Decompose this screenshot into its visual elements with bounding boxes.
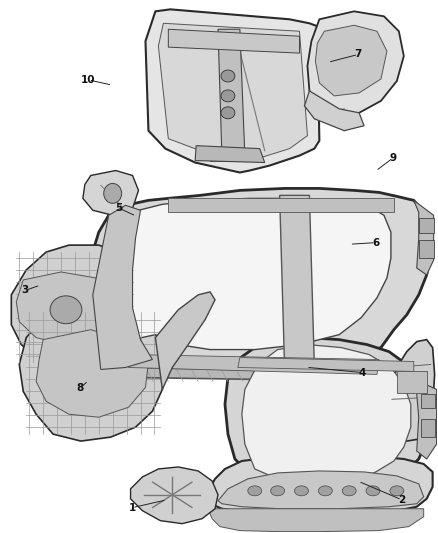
Text: 3: 3 xyxy=(22,285,29,295)
Bar xyxy=(419,218,434,233)
Polygon shape xyxy=(19,305,165,441)
Polygon shape xyxy=(11,245,141,367)
Text: 8: 8 xyxy=(76,383,83,393)
Ellipse shape xyxy=(342,486,356,496)
Polygon shape xyxy=(36,330,148,417)
Polygon shape xyxy=(225,337,429,487)
Polygon shape xyxy=(159,23,307,158)
Ellipse shape xyxy=(294,486,308,496)
Text: 4: 4 xyxy=(359,368,366,377)
Ellipse shape xyxy=(318,486,332,496)
Polygon shape xyxy=(195,146,265,163)
Polygon shape xyxy=(16,272,120,344)
Polygon shape xyxy=(89,188,431,369)
Text: 10: 10 xyxy=(81,75,95,85)
Polygon shape xyxy=(93,205,152,369)
Polygon shape xyxy=(155,292,215,389)
Bar xyxy=(397,372,427,393)
Ellipse shape xyxy=(390,486,404,496)
Polygon shape xyxy=(129,367,389,382)
Ellipse shape xyxy=(221,107,235,119)
Polygon shape xyxy=(417,382,437,459)
Polygon shape xyxy=(131,467,218,523)
Polygon shape xyxy=(304,91,364,131)
Bar xyxy=(421,394,434,408)
Bar xyxy=(419,240,434,258)
Polygon shape xyxy=(279,196,314,367)
Polygon shape xyxy=(208,508,424,531)
Ellipse shape xyxy=(248,486,262,496)
Text: 7: 7 xyxy=(355,50,362,59)
Polygon shape xyxy=(307,11,404,116)
Polygon shape xyxy=(83,171,138,215)
Text: 6: 6 xyxy=(372,238,379,248)
Ellipse shape xyxy=(50,296,82,324)
Bar xyxy=(421,419,434,437)
Polygon shape xyxy=(218,29,245,158)
Ellipse shape xyxy=(104,183,122,203)
Polygon shape xyxy=(414,200,434,275)
Bar xyxy=(210,151,245,160)
Polygon shape xyxy=(168,29,300,53)
Polygon shape xyxy=(129,354,379,375)
Polygon shape xyxy=(145,10,319,173)
Ellipse shape xyxy=(366,486,380,496)
Polygon shape xyxy=(315,25,387,96)
Polygon shape xyxy=(238,358,414,372)
Ellipse shape xyxy=(221,90,235,102)
Text: 2: 2 xyxy=(398,495,406,505)
Text: 5: 5 xyxy=(115,203,123,213)
Polygon shape xyxy=(113,198,391,350)
Polygon shape xyxy=(218,471,424,508)
Polygon shape xyxy=(168,198,394,212)
Text: 1: 1 xyxy=(128,503,136,513)
Polygon shape xyxy=(391,340,434,441)
Ellipse shape xyxy=(271,486,285,496)
Ellipse shape xyxy=(221,70,235,82)
Polygon shape xyxy=(242,345,411,481)
Polygon shape xyxy=(208,455,433,514)
Text: 9: 9 xyxy=(389,153,397,163)
